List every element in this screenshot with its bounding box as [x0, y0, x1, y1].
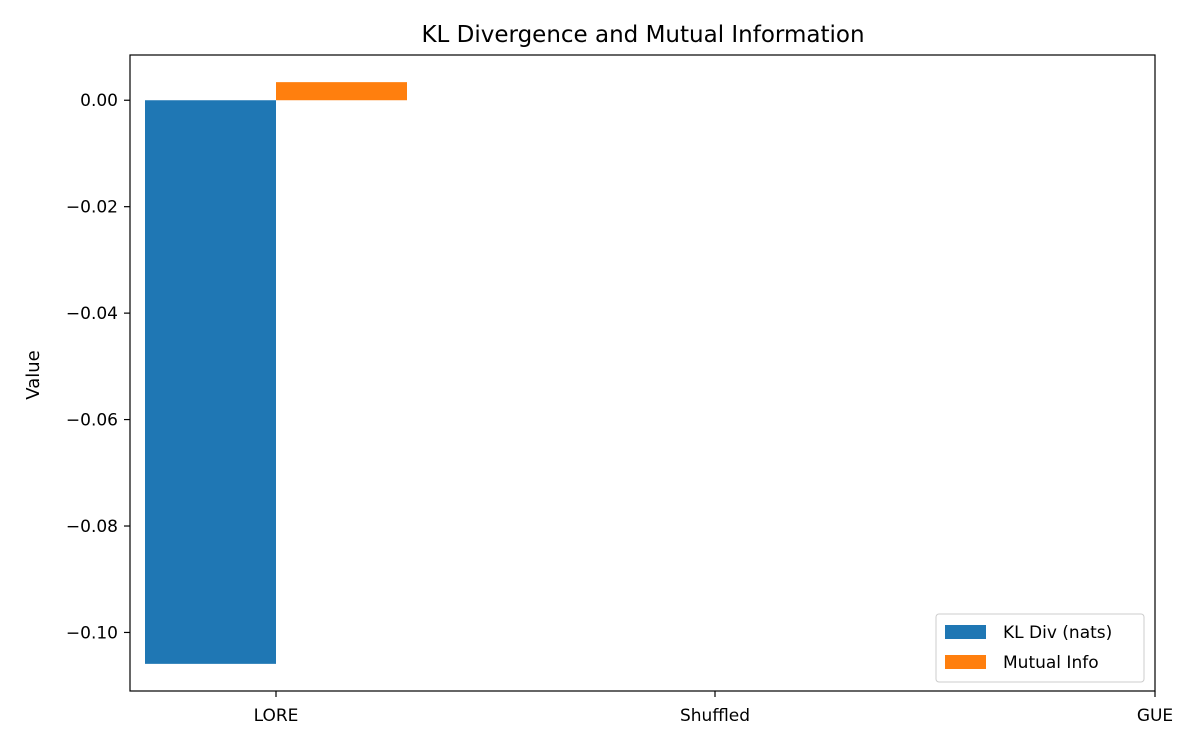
- y-tick-label: −0.04: [66, 304, 118, 324]
- legend-label-kl-div: KL Div (nats): [1003, 623, 1112, 643]
- y-tick-label: −0.02: [66, 198, 118, 218]
- x-tick-label-shuffled: Shuffled: [680, 706, 750, 726]
- y-tick-label: −0.08: [66, 517, 118, 537]
- y-tick-label: 0.00: [80, 91, 118, 111]
- legend-frame: [935, 613, 1145, 683]
- plot-area: 0.00 −0.02 −0.04 −0.06 −0.08 −0.10 LORE Shuffle…: [66, 54, 1173, 726]
- x-tick-label-gue: GUE: [1137, 706, 1173, 726]
- y-axis-label: Value: [23, 350, 44, 399]
- y-tick-label: −0.10: [66, 623, 118, 643]
- chart-title: KL Divergence and Mutual Information: [421, 22, 864, 48]
- bar-kl-div-nats-lore: [145, 100, 276, 664]
- legend-label-mutual-info: Mutual Info: [1003, 653, 1099, 673]
- bar-mutual-info-lore: [276, 82, 407, 101]
- legend-swatch-kl-div: [945, 625, 986, 639]
- legend: KL Div (nats) Mutual Info: [935, 613, 1145, 683]
- y-tick-label: −0.06: [66, 411, 118, 431]
- legend-swatch-mutual-info: [945, 655, 986, 669]
- axes-frame: [129, 54, 1156, 692]
- x-tick-label-lore: LORE: [254, 706, 299, 726]
